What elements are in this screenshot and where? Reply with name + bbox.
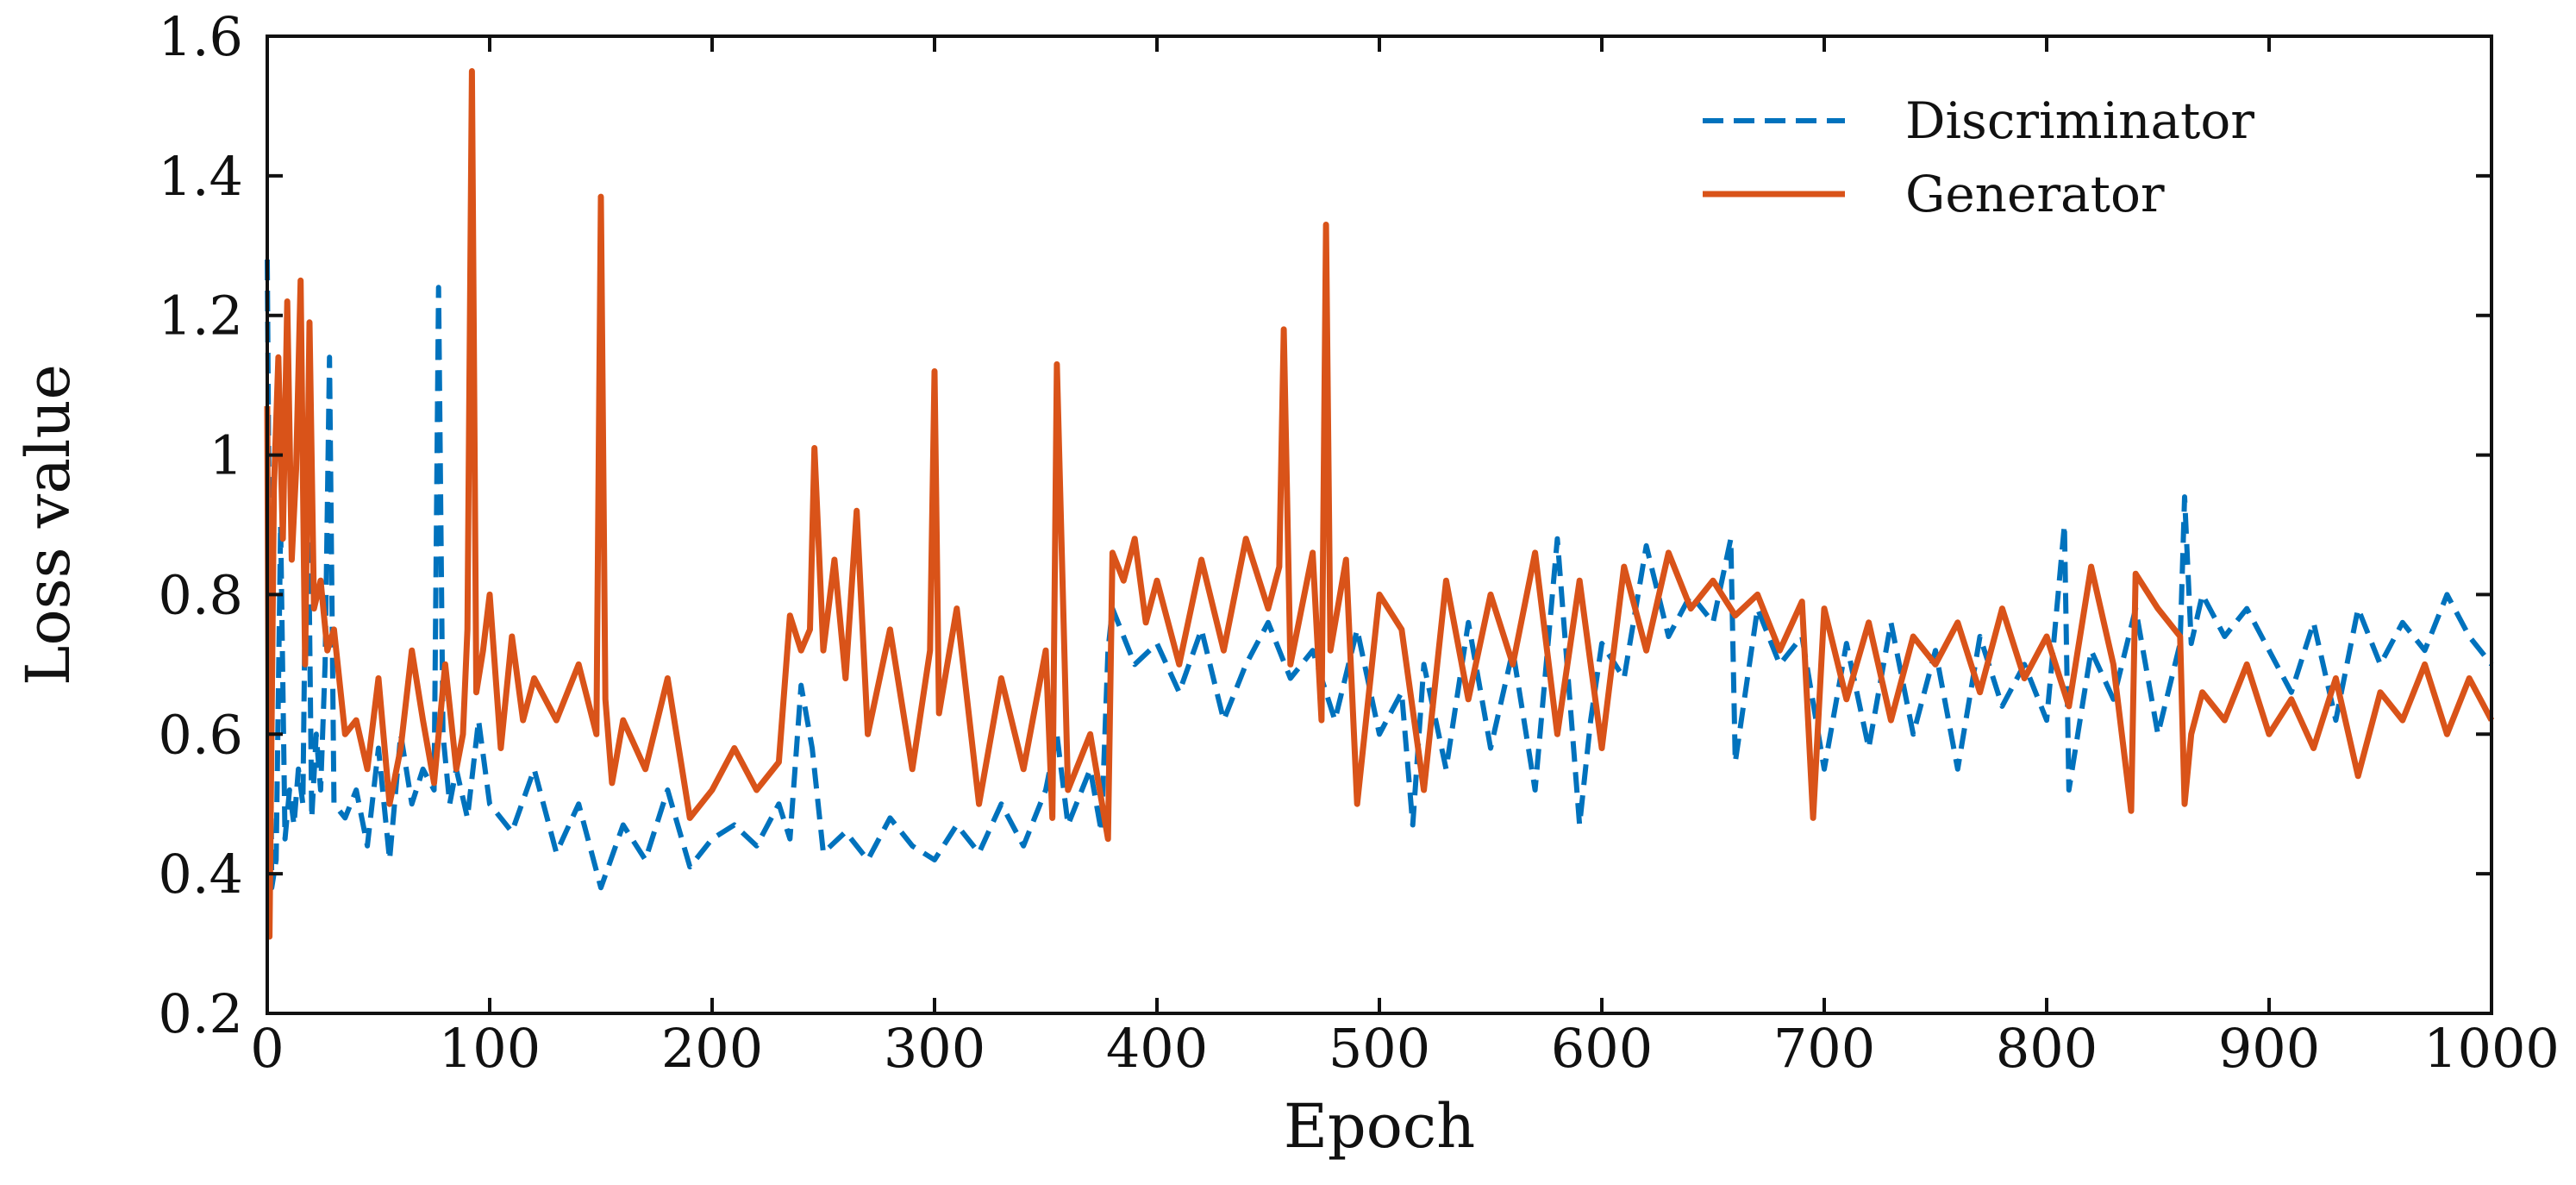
y-tick-label: 1.6 [158, 5, 243, 68]
x-tick-label: 400 [1106, 1017, 1208, 1080]
y-tick-label: 1.4 [158, 145, 243, 208]
tick-labels: 0 100 200 300 400 500 600 700 800 900 1000 0.2 0.4 0.… [158, 5, 2560, 1080]
legend-label-discriminator: Discriminator [1905, 91, 2254, 150]
y-axis-title: Loss value [13, 364, 84, 686]
x-tick-label: 500 [1329, 1017, 1430, 1080]
series-line-discriminator [265, 259, 2494, 891]
axis-ticks [266, 34, 2493, 1015]
x-tick-label: 700 [1773, 1017, 1875, 1080]
y-tick-label: 0.2 [158, 982, 243, 1045]
x-tick-label: 600 [1551, 1017, 1653, 1080]
y-tick-label: 0.6 [158, 703, 243, 766]
x-tick-label: 0 [250, 1017, 284, 1080]
legend: Discriminator Generator [1703, 91, 2254, 223]
x-tick-label: 1000 [2423, 1017, 2560, 1080]
series-line-generator [264, 68, 2495, 940]
x-tick-label: 900 [2218, 1017, 2320, 1080]
y-tick-label: 0.4 [158, 843, 243, 906]
series-group [264, 68, 2495, 940]
y-tick-label: 0.8 [158, 563, 243, 626]
x-tick-label: 100 [439, 1017, 541, 1080]
x-axis-title: Epoch [1284, 1091, 1475, 1162]
y-tick-label: 1.2 [158, 285, 243, 348]
x-tick-label: 200 [661, 1017, 763, 1080]
x-tick-label: 800 [1996, 1017, 2098, 1080]
legend-label-generator: Generator [1905, 165, 2165, 223]
y-tick-label: 1 [209, 424, 243, 487]
x-tick-label: 300 [884, 1017, 985, 1080]
